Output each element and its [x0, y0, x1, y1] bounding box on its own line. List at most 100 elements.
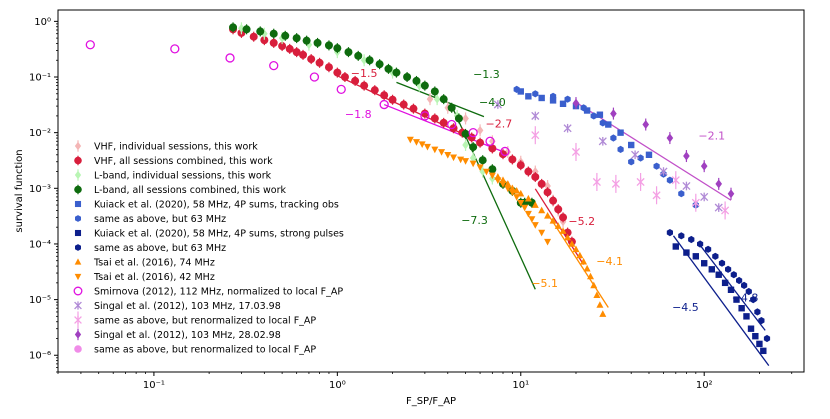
legend: VHF, individual sessions, this work VHF, … — [73, 140, 344, 356]
slope-label-8: −4.1 — [596, 255, 623, 268]
series-6-point-10 — [743, 313, 750, 320]
series-8-point-16 — [576, 251, 584, 259]
series-7-point-11 — [745, 287, 752, 296]
series-6-point-13 — [756, 340, 763, 348]
series-3-point-6 — [302, 36, 311, 45]
legend-item-1: VHF, all sessions combined, this work — [74, 155, 273, 167]
series-3-point-19 — [430, 87, 439, 96]
series-7-point-7 — [725, 265, 732, 273]
series-5-point-3 — [564, 95, 571, 103]
legend-label-13: Singal et al. (2012), 103 MHz, 28.02.98 — [94, 330, 281, 341]
series-10-point-1 — [170, 44, 180, 54]
series-5-point-6 — [599, 119, 606, 127]
legend-marker-5 — [75, 215, 81, 222]
series-10-point-3 — [269, 60, 279, 71]
series-9-point-15 — [499, 181, 507, 188]
series-6-point-12 — [752, 332, 759, 340]
series-13 — [572, 97, 735, 200]
legend-marker-6 — [74, 229, 82, 237]
slope-label-9: −5.1 — [531, 277, 558, 290]
series-5-point-10 — [637, 154, 644, 162]
series-1-point-31 — [516, 161, 525, 170]
series-9-point-5 — [438, 149, 446, 156]
series-7-point-6 — [718, 259, 726, 267]
series-5-point-4 — [580, 104, 587, 112]
series-9-point-4 — [431, 146, 439, 154]
series-8-point-23 — [599, 310, 607, 317]
legend-marker-9 — [74, 273, 82, 281]
legend-item-8: Tsai et al. (2016), 74 MHz — [74, 258, 215, 269]
series-4 — [517, 88, 653, 158]
slope-label-1: −1.5 — [351, 67, 378, 80]
series-1-point-33 — [531, 172, 540, 181]
series-0-point-8 — [544, 181, 551, 191]
series-4-point-3 — [549, 97, 557, 104]
series-9-point-9 — [462, 158, 470, 165]
slope-annotations: −1.3 −1.5 −1.8 −4.0 −2.7 −2.1 −7.3 −5.2 −4.1 −5.1… — [345, 67, 759, 314]
series-8-point-11 — [554, 222, 562, 229]
series-4-point-8 — [605, 121, 612, 128]
legend-marker-11 — [74, 301, 82, 310]
series-1-point-38 — [559, 213, 568, 222]
series-4-point-9 — [617, 129, 624, 136]
legend-item-10: Smirnova (2012), 112 MHz, normalized to … — [73, 287, 343, 298]
series-3-point-5 — [292, 34, 301, 43]
series-1-point-18 — [388, 95, 397, 104]
series-1-point-21 — [420, 109, 429, 118]
x-tick-label-2: 10¹ — [512, 380, 529, 391]
series-4-point-4 — [559, 100, 567, 108]
series-7-point-0 — [666, 229, 673, 237]
series-13-point-0 — [572, 98, 580, 108]
series-9-point-22 — [528, 216, 536, 223]
series-7-point-12 — [750, 296, 757, 304]
fit-line-8 — [672, 235, 770, 367]
series-12-point-3 — [611, 179, 620, 189]
series-3-point-4 — [281, 31, 290, 40]
series-5-point-2 — [550, 92, 557, 100]
series-0-point-0 — [426, 94, 434, 104]
series-2-point-1 — [261, 29, 268, 39]
series-1-point-35 — [543, 188, 552, 197]
series-1-point-28 — [488, 144, 497, 153]
legend-marker-4 — [74, 200, 82, 208]
series-6-point-6 — [721, 279, 729, 287]
series-7-point-5 — [712, 252, 719, 260]
series-3-point-21 — [447, 103, 456, 112]
series-3-point-20 — [439, 95, 448, 104]
series-9-point-1 — [412, 139, 420, 146]
series-9-point-17 — [508, 189, 516, 197]
series-9-point-19 — [517, 199, 525, 207]
legend-label-7: same as above, but 63 MHz — [94, 243, 226, 254]
series-1-point-6 — [285, 44, 294, 53]
series-9-point-2 — [418, 141, 426, 149]
y-tick-label-3: 10⁻³ — [29, 184, 51, 195]
legend-marker-13 — [74, 330, 82, 339]
series-10-point-10 — [485, 136, 495, 146]
series-3-point-10 — [344, 48, 353, 57]
series-7-point-3 — [697, 240, 704, 248]
series-11 — [493, 100, 723, 212]
series-9-point-7 — [450, 154, 458, 162]
series-8-point-2 — [504, 180, 512, 187]
series-3-point-12 — [365, 56, 374, 65]
series-1-point-22 — [430, 114, 439, 123]
series-2-point-11 — [469, 153, 477, 163]
series-9-point-11 — [476, 164, 484, 171]
legend-item-9: Tsai et al. (2016), 42 MHz — [74, 272, 215, 283]
series-9-point-3 — [423, 143, 431, 151]
slope-label-7: −5.2 — [568, 215, 595, 228]
series-10-point-2 — [225, 53, 235, 63]
series-1-point-10 — [315, 58, 324, 67]
series-9-point-12 — [482, 168, 490, 176]
series-12-point-2 — [592, 177, 601, 187]
series-6-point-7 — [727, 286, 735, 294]
series-3-point-8 — [324, 41, 333, 50]
slope-label-0: −1.3 — [473, 68, 500, 81]
series-3-point-9 — [333, 44, 342, 53]
series-5-point-1 — [532, 90, 539, 98]
series-9-point-20 — [521, 204, 529, 212]
series-1-point-4 — [269, 38, 278, 47]
series-10-point-8 — [447, 119, 457, 130]
series-3-point-25 — [478, 156, 487, 165]
series-3 — [229, 22, 536, 208]
